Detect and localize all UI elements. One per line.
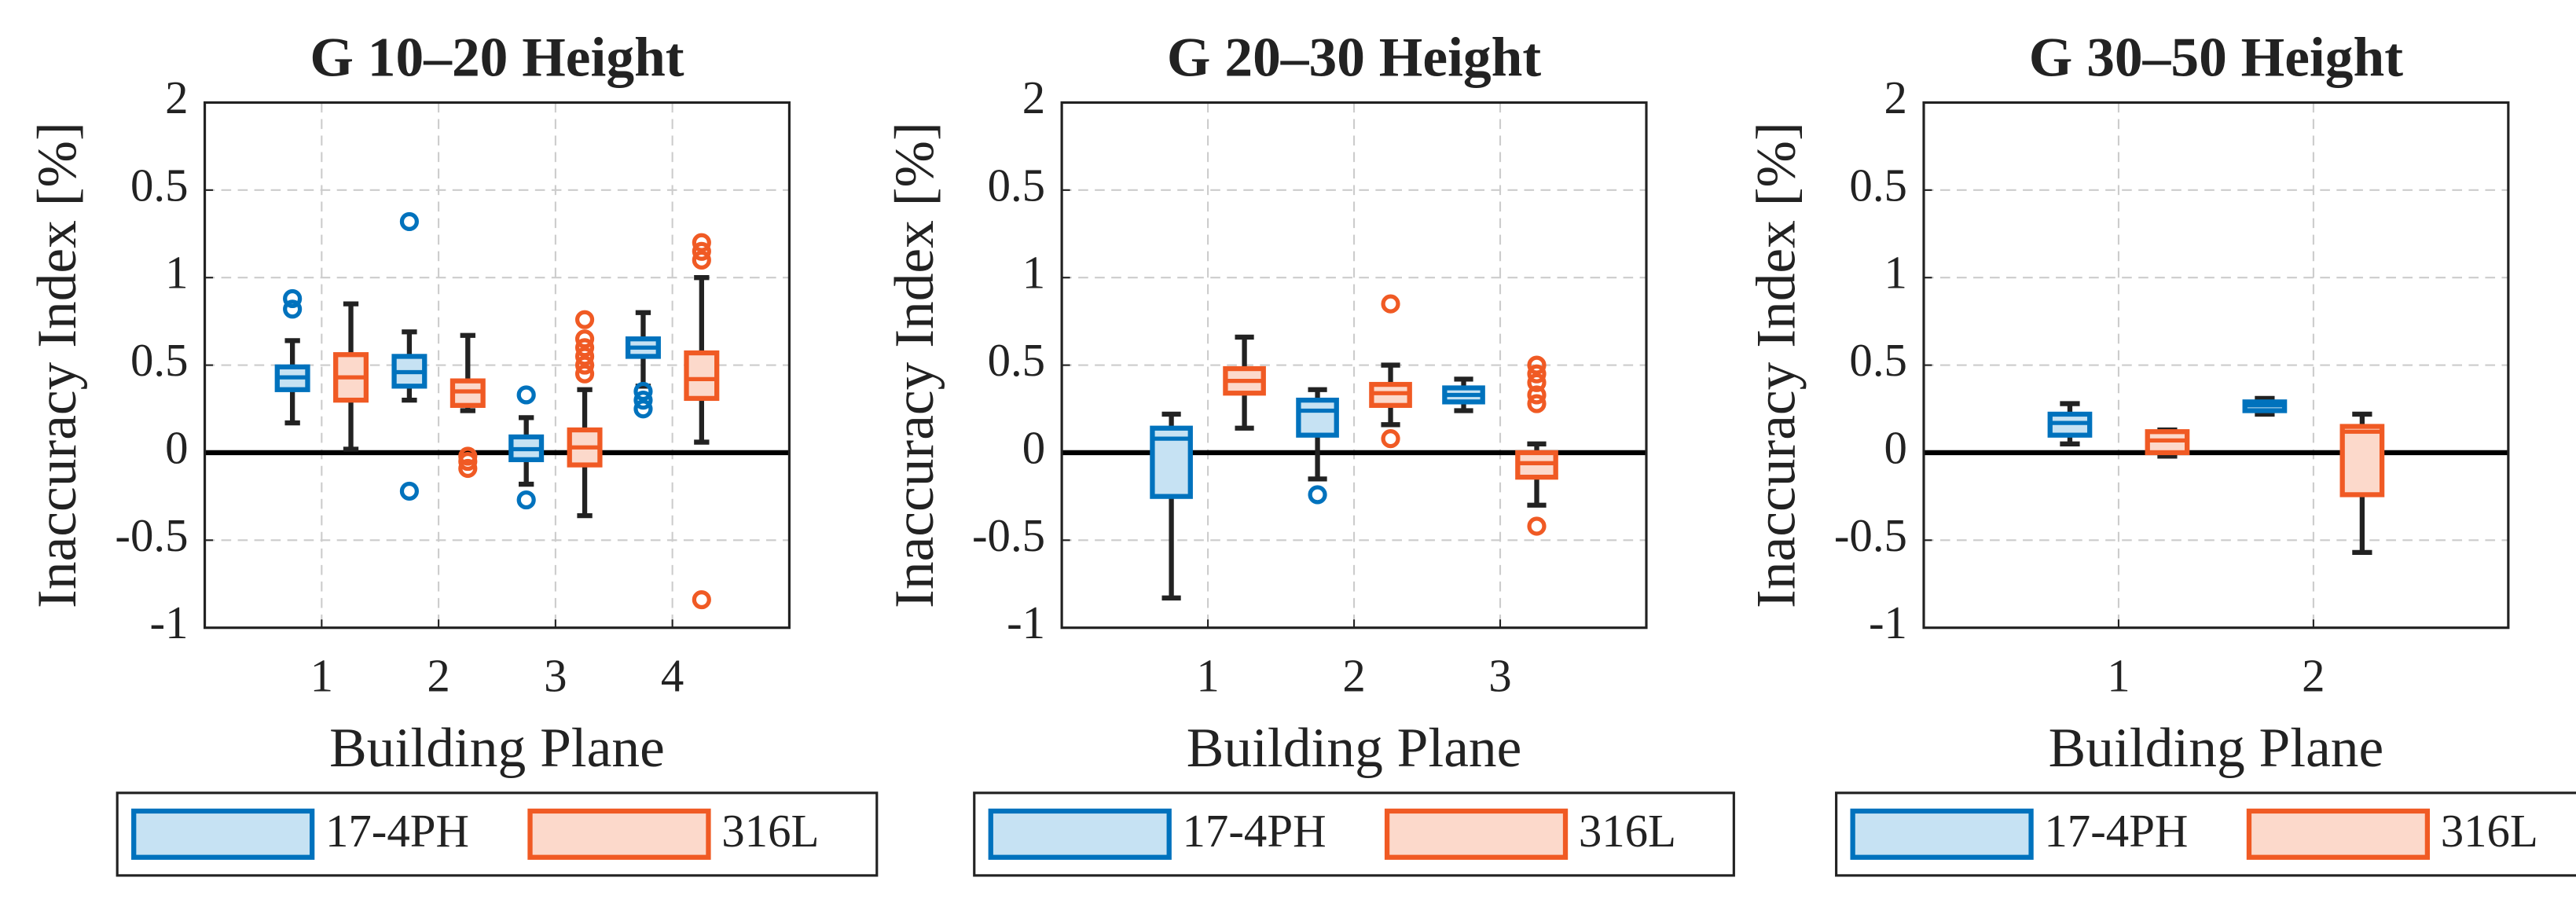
x-axis-label: Building Plane xyxy=(1187,717,1522,779)
y-tick-label: -1 xyxy=(1869,597,1907,648)
outlier xyxy=(1527,373,1547,392)
outlier xyxy=(692,589,711,610)
y-axis-label: Inaccuracy Index [%] xyxy=(1745,122,1807,608)
outlier xyxy=(1381,294,1400,314)
outlier xyxy=(399,211,419,232)
y-tick-label: 0.5 xyxy=(130,160,189,211)
outlier xyxy=(692,250,711,270)
x-tick-label: 1 xyxy=(310,650,333,701)
legend-label: 316L xyxy=(2441,806,2538,857)
outlier xyxy=(574,338,595,358)
y-tick-label: 0 xyxy=(165,422,188,473)
y-tick-label: 2 xyxy=(165,72,188,123)
x-axis-label: Building Plane xyxy=(2049,717,2384,779)
outlier xyxy=(692,233,711,252)
legend-swatch xyxy=(131,808,315,860)
outlier xyxy=(283,299,303,319)
legend-swatch xyxy=(2246,808,2431,860)
x-tick-label: 2 xyxy=(427,650,450,701)
plot-frame xyxy=(203,101,791,630)
y-tick-label: 0.5 xyxy=(1849,160,1907,211)
outlier xyxy=(1308,485,1327,505)
y-tick-label: 2 xyxy=(1022,72,1045,123)
chart-title: G 10–20 Height xyxy=(310,26,684,88)
x-tick-label: 1 xyxy=(1196,650,1219,701)
y-tick-label: 0.5 xyxy=(988,160,1046,211)
legend-label: 17-4PH xyxy=(1183,806,1327,857)
y-tick-label: 0 xyxy=(1022,422,1045,473)
outlier xyxy=(574,355,595,375)
outlier xyxy=(1527,516,1547,536)
plot-frame xyxy=(1060,101,1648,630)
box xyxy=(684,350,720,402)
chart-title: G 30–50 Height xyxy=(2029,26,2403,88)
x-tick-label: 2 xyxy=(1342,650,1365,701)
y-tick-label: -0.5 xyxy=(115,510,188,561)
outlier xyxy=(1527,394,1547,413)
legend-swatch xyxy=(988,808,1172,860)
x-axis-label: Building Plane xyxy=(329,717,665,779)
legend-label: 17-4PH xyxy=(2044,806,2188,857)
outlier xyxy=(574,364,595,384)
legend-label: 316L xyxy=(721,806,819,857)
outlier xyxy=(283,288,303,309)
y-tick-label: 0 xyxy=(1884,422,1907,473)
outlier xyxy=(692,241,711,261)
y-tick-label: 1 xyxy=(165,248,188,299)
outlier xyxy=(399,481,419,501)
outlier xyxy=(458,458,478,479)
legend-label: 17-4PH xyxy=(325,806,469,857)
outlier xyxy=(633,381,653,402)
x-tick-label: 1 xyxy=(2107,650,2130,701)
legend-swatch xyxy=(1850,808,2034,860)
plot-frame xyxy=(1922,101,2510,630)
x-tick-label: 4 xyxy=(661,650,684,701)
outlier xyxy=(1527,355,1547,375)
x-tick-label: 2 xyxy=(2302,650,2325,701)
legend-label: 316L xyxy=(1579,806,1676,857)
outlier xyxy=(1527,385,1547,405)
y-tick-label: 1 xyxy=(1022,248,1045,299)
outlier xyxy=(516,385,536,405)
outlier xyxy=(1527,364,1547,384)
y-tick-label: 0.5 xyxy=(1849,335,1907,386)
y-tick-label: 0.5 xyxy=(988,335,1046,386)
x-tick-label: 3 xyxy=(1488,650,1511,701)
y-axis-label: Inaccuracy Index [%] xyxy=(883,122,945,608)
y-tick-label: -0.5 xyxy=(972,510,1045,561)
y-tick-label: 2 xyxy=(1884,72,1907,123)
legend-swatch xyxy=(527,808,711,860)
outlier xyxy=(574,329,595,349)
legend-swatch xyxy=(1384,808,1569,860)
chart-title: G 20–30 Height xyxy=(1167,26,1541,88)
outlier xyxy=(574,347,595,366)
outlier xyxy=(574,310,595,329)
outlier xyxy=(633,399,653,419)
outlier xyxy=(633,391,653,410)
y-tick-label: 0.5 xyxy=(130,335,189,386)
outlier xyxy=(458,452,478,472)
y-tick-label: 1 xyxy=(1884,248,1907,299)
y-tick-label: -0.5 xyxy=(1834,510,1907,561)
outlier xyxy=(1381,429,1400,449)
y-axis-label: Inaccuracy Index [%] xyxy=(26,122,88,608)
y-tick-label: -1 xyxy=(150,597,189,648)
box xyxy=(1296,397,1339,438)
outlier xyxy=(516,490,536,510)
y-tick-label: -1 xyxy=(1007,597,1045,648)
box xyxy=(2339,424,2385,498)
x-tick-label: 3 xyxy=(544,650,567,701)
